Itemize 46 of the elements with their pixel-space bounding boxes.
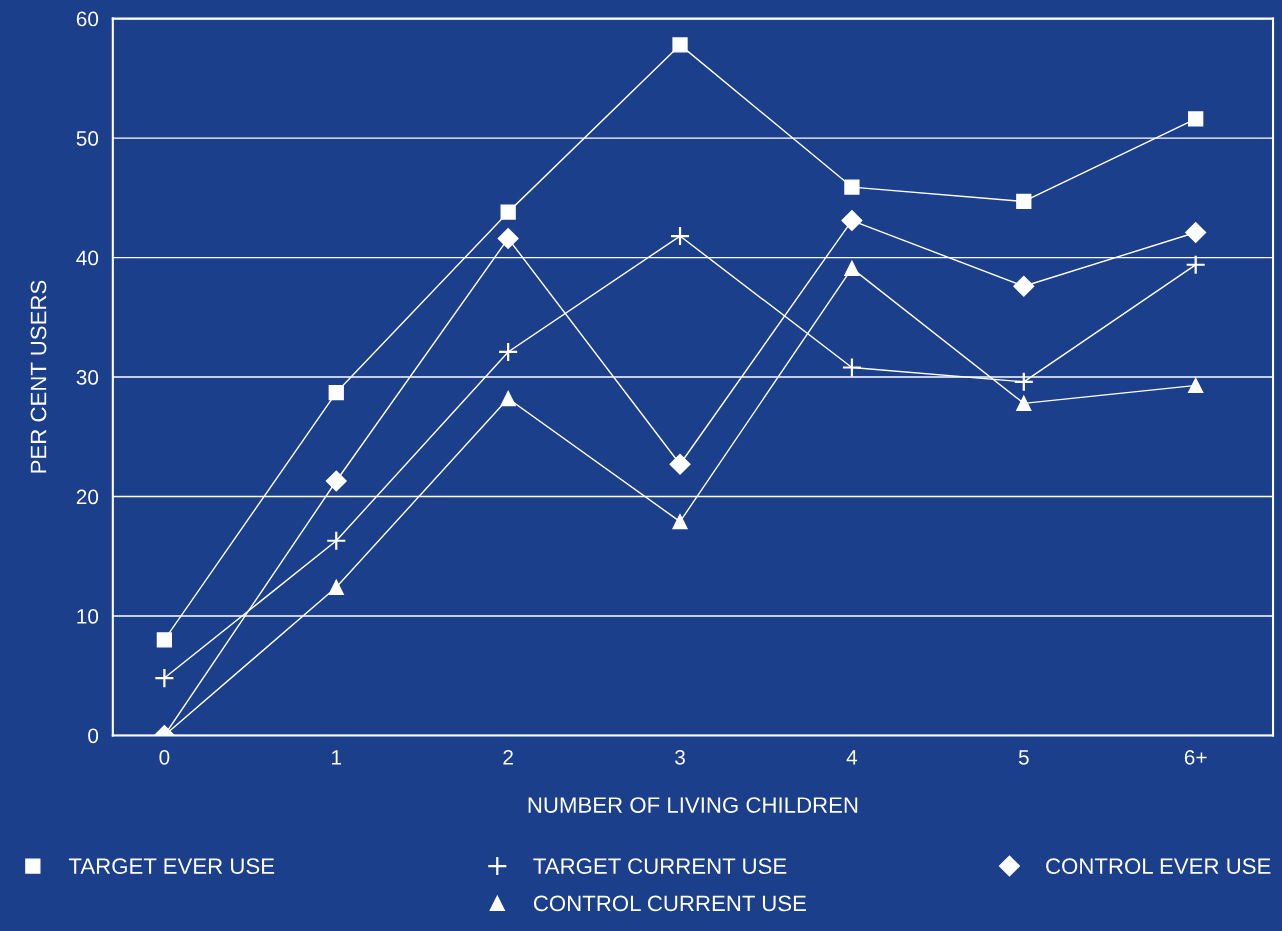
point	[669, 453, 691, 475]
point	[328, 579, 344, 595]
legend-label: CONTROL CURRENT USE	[533, 895, 806, 912]
y-tick-label: 20	[76, 489, 99, 505]
x-tick-label: 1	[332, 750, 342, 765]
point	[328, 384, 344, 401]
point	[497, 227, 519, 249]
point	[1188, 377, 1204, 394]
point	[1016, 395, 1032, 411]
x-tick-label: 5	[1018, 750, 1029, 765]
point	[1013, 275, 1035, 297]
point	[498, 341, 519, 363]
legend-label: TARGET EVER USE	[68, 858, 275, 875]
point	[1188, 111, 1204, 127]
point	[156, 632, 173, 648]
point	[844, 179, 860, 195]
y-tick-label: 60	[76, 11, 99, 27]
point	[500, 204, 516, 220]
point	[325, 470, 347, 492]
point	[1013, 371, 1034, 392]
point	[672, 37, 688, 53]
point	[841, 357, 863, 378]
y-tick-label: 10	[77, 609, 99, 624]
point	[672, 513, 688, 530]
x-tick-label: 4	[846, 750, 858, 765]
point	[1016, 193, 1032, 210]
y-tick-label: 40	[76, 250, 99, 266]
y-tick-label: 50	[76, 131, 99, 146]
x-tick-label: 3	[675, 749, 685, 765]
y-axis-title: PER CENT USERS	[30, 280, 47, 473]
legend-label: CONTROL EVER USE	[1046, 858, 1271, 875]
legend-label: TARGET CURRENT USE	[533, 858, 787, 875]
point	[669, 225, 691, 247]
y-tick-label: 0	[88, 728, 99, 744]
y-tick-label: 30	[76, 370, 99, 385]
point	[326, 530, 347, 551]
x-tick-label: 2	[503, 749, 513, 765]
point	[1185, 254, 1206, 275]
point	[844, 260, 860, 276]
point	[154, 668, 175, 689]
point	[841, 210, 863, 232]
x-tick-label: 6+	[1184, 749, 1207, 765]
x-axis-title: NUMBER OF LIVING CHILDREN	[528, 797, 858, 813]
point	[1185, 221, 1207, 244]
x-tick-label: 0	[159, 749, 170, 765]
point	[500, 390, 516, 407]
